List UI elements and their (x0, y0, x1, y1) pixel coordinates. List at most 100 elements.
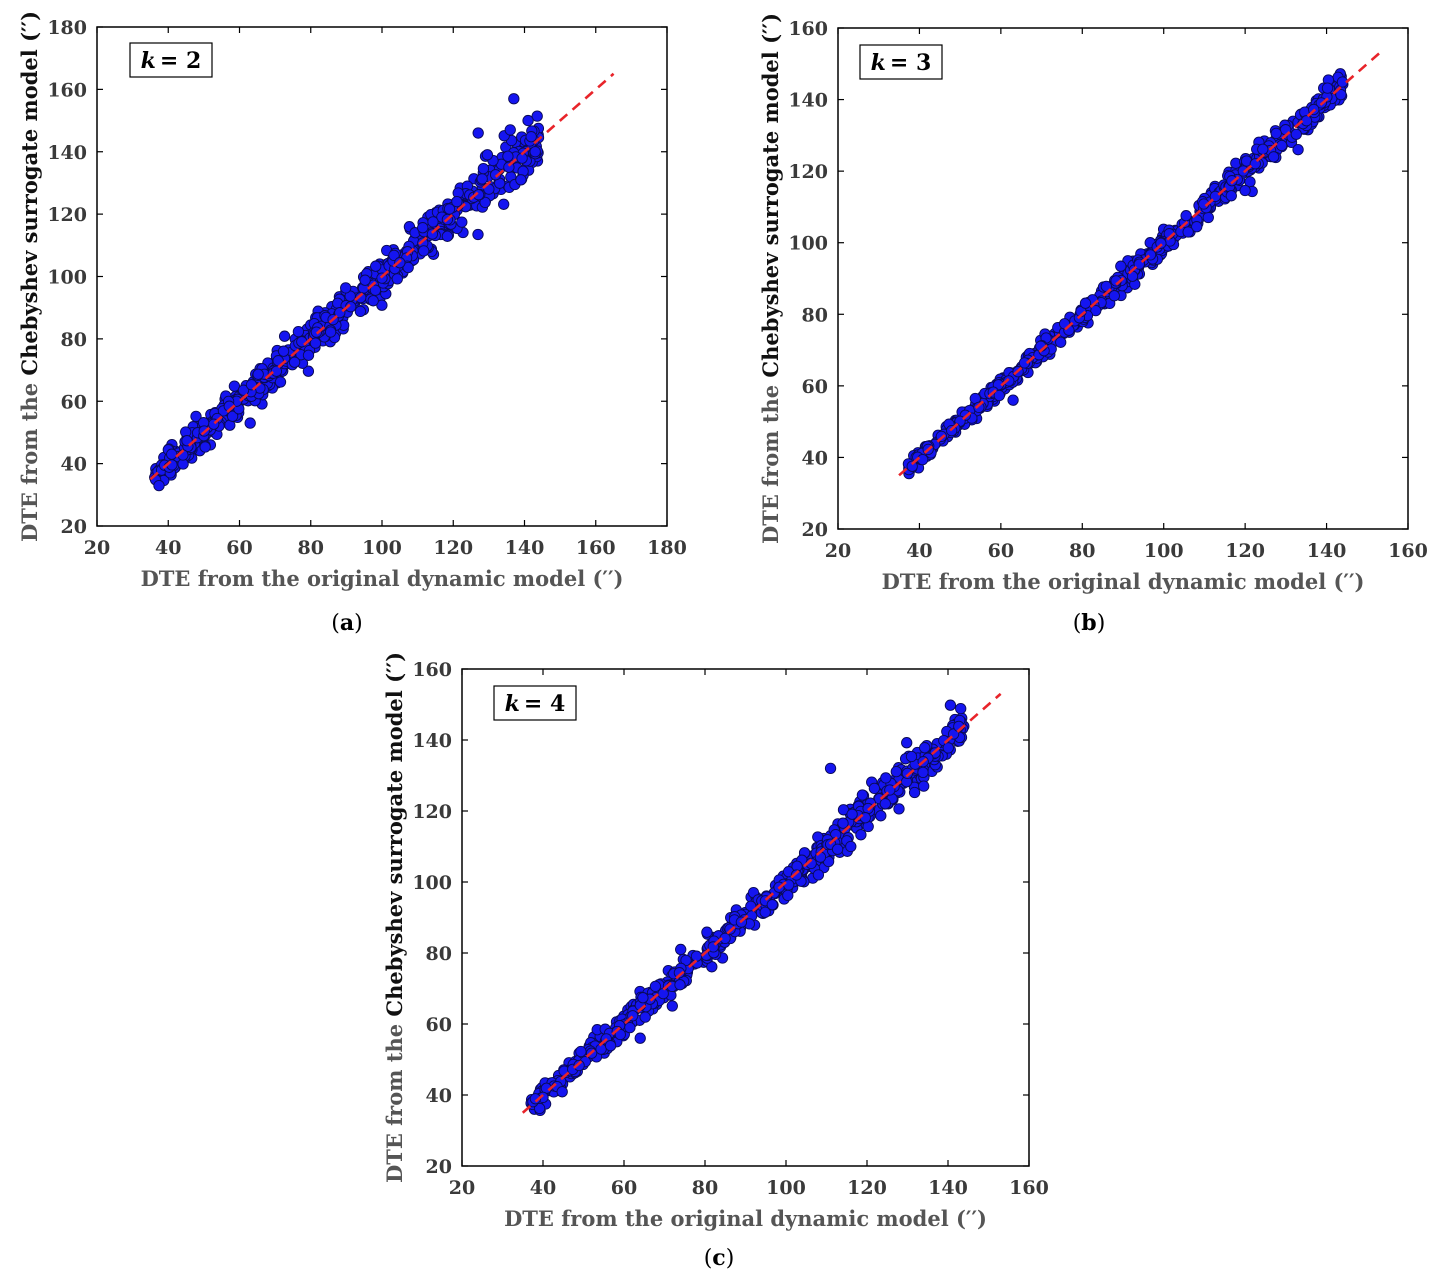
scatter-point (917, 766, 929, 779)
scatter-point (417, 222, 429, 234)
k-symbol: k (505, 691, 520, 717)
x-tick-label: 160 (576, 537, 616, 559)
x-tick-label: 100 (766, 1177, 806, 1199)
scatter-point (369, 284, 382, 296)
scatter-point (388, 249, 400, 262)
x-tick-label: 40 (155, 537, 181, 559)
reference-line (149, 72, 615, 481)
scatter-point (489, 169, 502, 181)
scatter-point-outlier (1292, 144, 1304, 156)
caption-close: ) (1097, 611, 1106, 636)
y-tick-label: 100 (788, 233, 828, 255)
y-tick-label: 60 (802, 376, 828, 398)
y-tick-label: 140 (788, 90, 828, 112)
scatter-point (302, 349, 315, 361)
scatter-point (919, 742, 931, 754)
scatter-point (575, 1045, 587, 1058)
scatter-point (942, 742, 954, 754)
scatter-point-outlier (508, 93, 520, 105)
scatter-point (531, 110, 543, 122)
caption-letter: b (1081, 610, 1096, 636)
reference-line (898, 52, 1381, 477)
scatter-point (1055, 336, 1067, 348)
scatter-point (906, 460, 918, 472)
scatter-point (1003, 375, 1015, 387)
scatter-point (228, 380, 241, 392)
x-tick-label: 60 (611, 1177, 637, 1199)
scatter-point (837, 817, 849, 829)
scatter-point (604, 1040, 617, 1052)
chart-panel-c: 20 40 60 80 100 120 140 160 20 40 60 80 100 120 140 160… (382, 652, 1049, 1271)
x-tick-label: 120 (433, 537, 473, 559)
scatter-point-outlier (472, 127, 484, 139)
scatter-point (673, 967, 686, 979)
scatter-point (270, 365, 283, 377)
scatter-point-outlier (1007, 394, 1019, 406)
scatter-point (367, 295, 379, 307)
x-tick-label: 20 (449, 1177, 475, 1199)
scatter-point (639, 1011, 651, 1023)
panel-caption: (b) (1073, 610, 1106, 636)
scatter-point (916, 453, 929, 466)
scatter-point (302, 365, 315, 377)
scatter-point (706, 961, 718, 973)
chart-panel-a: 20 40 60 80 100 120 140 160 180 20 40 60 80 100 120 140… (17, 11, 687, 636)
scatter-point (1079, 297, 1092, 309)
scatter-point (394, 257, 406, 269)
scatter-point (1300, 115, 1313, 127)
y-axis-label: DTE from the Chebyshev surrogate model (… (382, 652, 407, 1183)
y-tick-label: 80 (61, 329, 87, 351)
scatter-point (993, 389, 1005, 402)
scatter-point (252, 368, 264, 380)
y-tick-label: 100 (47, 267, 87, 289)
scatter-point (498, 198, 510, 210)
y-tick-label: 80 (802, 304, 828, 326)
scatter-point (391, 273, 403, 285)
scatter-point (1276, 139, 1288, 152)
y-axis-label-part-2: Chebyshev surrogate model (′′) (758, 13, 783, 378)
x-tick-label: 60 (988, 540, 1014, 562)
scatter-point (790, 869, 803, 881)
scatter-point (879, 798, 891, 810)
caption-open: ( (704, 1246, 713, 1271)
scatter-point-outlier (529, 146, 541, 158)
k-label-box (129, 42, 213, 78)
x-axis-label: DTE from the original dynamic model (′′) (882, 569, 1365, 594)
k-label-box (493, 685, 577, 721)
scatter-point (901, 737, 913, 749)
y-tick-label: 140 (412, 730, 452, 752)
scatter-point (237, 384, 250, 396)
y-tick-label: 120 (412, 801, 452, 823)
k-label: k = 2 (141, 48, 202, 74)
scatter-point (1321, 82, 1334, 94)
x-tick-label: 60 (226, 537, 252, 559)
scatter-point (614, 1028, 626, 1041)
scatter-point (855, 829, 867, 841)
k-value: = 2 (160, 48, 201, 74)
y-tick-label: 180 (47, 17, 87, 39)
scatter-point (573, 1059, 585, 1072)
y-axis-label-part-1: DTE from the (758, 378, 783, 544)
scatter-point (1180, 210, 1192, 222)
scatter-point-outlier (1182, 226, 1194, 238)
scatter-point (657, 987, 669, 1000)
panel-caption: (a) (331, 610, 362, 636)
y-axis-label-part-1: DTE from the (17, 376, 42, 542)
scatter-point (472, 228, 484, 241)
x-tick-label: 140 (505, 537, 545, 559)
x-tick-label: 80 (298, 537, 324, 559)
y-tick-label: 60 (426, 1014, 452, 1036)
x-tick-label: 100 (362, 537, 402, 559)
scatter-point (310, 326, 323, 338)
y-tick-label: 40 (61, 454, 87, 476)
x-tick-label: 20 (825, 540, 851, 562)
x-tick-label: 40 (906, 540, 932, 562)
scatter-point (875, 810, 887, 822)
y-axis-label: DTE from the Chebyshev surrogate model (… (758, 13, 783, 544)
x-tick-label: 180 (647, 537, 687, 559)
x-tick-label: 140 (928, 1177, 968, 1199)
scatter-point (477, 162, 490, 175)
y-tick-label: 120 (47, 204, 87, 226)
scatter-point-outlier (244, 417, 256, 429)
scatter-point (296, 336, 308, 348)
